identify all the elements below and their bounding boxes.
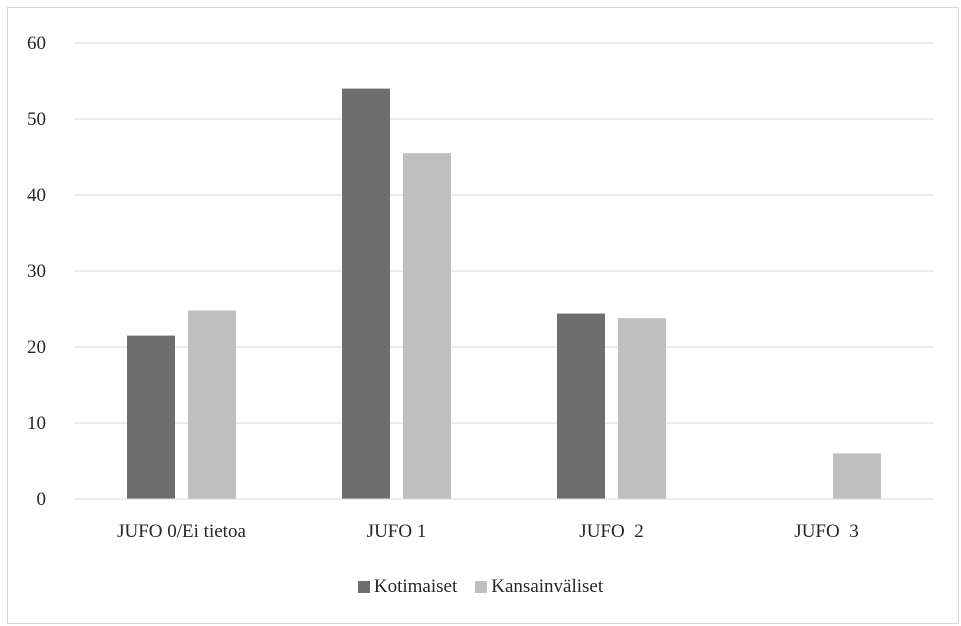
y-tick-label-10: 10	[27, 413, 46, 434]
legend-label-kotimaiset: Kotimaiset	[373, 576, 458, 597]
bar-kansainvaliset-1	[403, 153, 451, 499]
y-tick-label-30: 30	[27, 261, 46, 282]
bar-kotimaiset-1	[342, 88, 390, 499]
legend-item-kansainvaliset: Kansainväliset	[475, 576, 603, 598]
legend-swatch-kansainvaliset	[475, 581, 488, 593]
x-tick-label-2: JUFO 2	[579, 521, 643, 542]
y-tick-label-60: 60	[27, 33, 46, 54]
y-tick-label-40: 40	[27, 185, 46, 206]
x-axis-labels: JUFO 0/Ei tietoa JUFO 1 JUFO 2 JUFO 3	[117, 521, 859, 542]
x-tick-label-3: JUFO 3	[794, 521, 858, 542]
x-tick-label-0: JUFO 0/Ei tietoa	[117, 521, 246, 542]
bar-kotimaiset-0	[127, 335, 175, 499]
chart-frame	[7, 7, 959, 624]
bar-kansainvaliset-3	[833, 453, 881, 499]
y-tick-label-0: 0	[37, 489, 47, 510]
legend-item-kotimaiset: Kotimaiset	[357, 576, 458, 598]
legend: Kotimaiset Kansainväliset	[0, 576, 961, 598]
bar-kansainvaliset-2	[618, 318, 666, 499]
y-axis-labels: 0 10 20 30 40 50 60	[27, 33, 46, 510]
y-tick-label-20: 20	[27, 337, 46, 358]
legend-label-kansainvaliset: Kansainväliset	[491, 576, 604, 597]
legend-swatch-kotimaiset	[357, 581, 370, 593]
bars	[127, 88, 881, 499]
bar-kansainvaliset-0	[188, 310, 236, 499]
x-tick-label-1: JUFO 1	[367, 521, 427, 542]
y-tick-label-50: 50	[27, 109, 46, 130]
bar-kotimaiset-2	[557, 313, 605, 499]
